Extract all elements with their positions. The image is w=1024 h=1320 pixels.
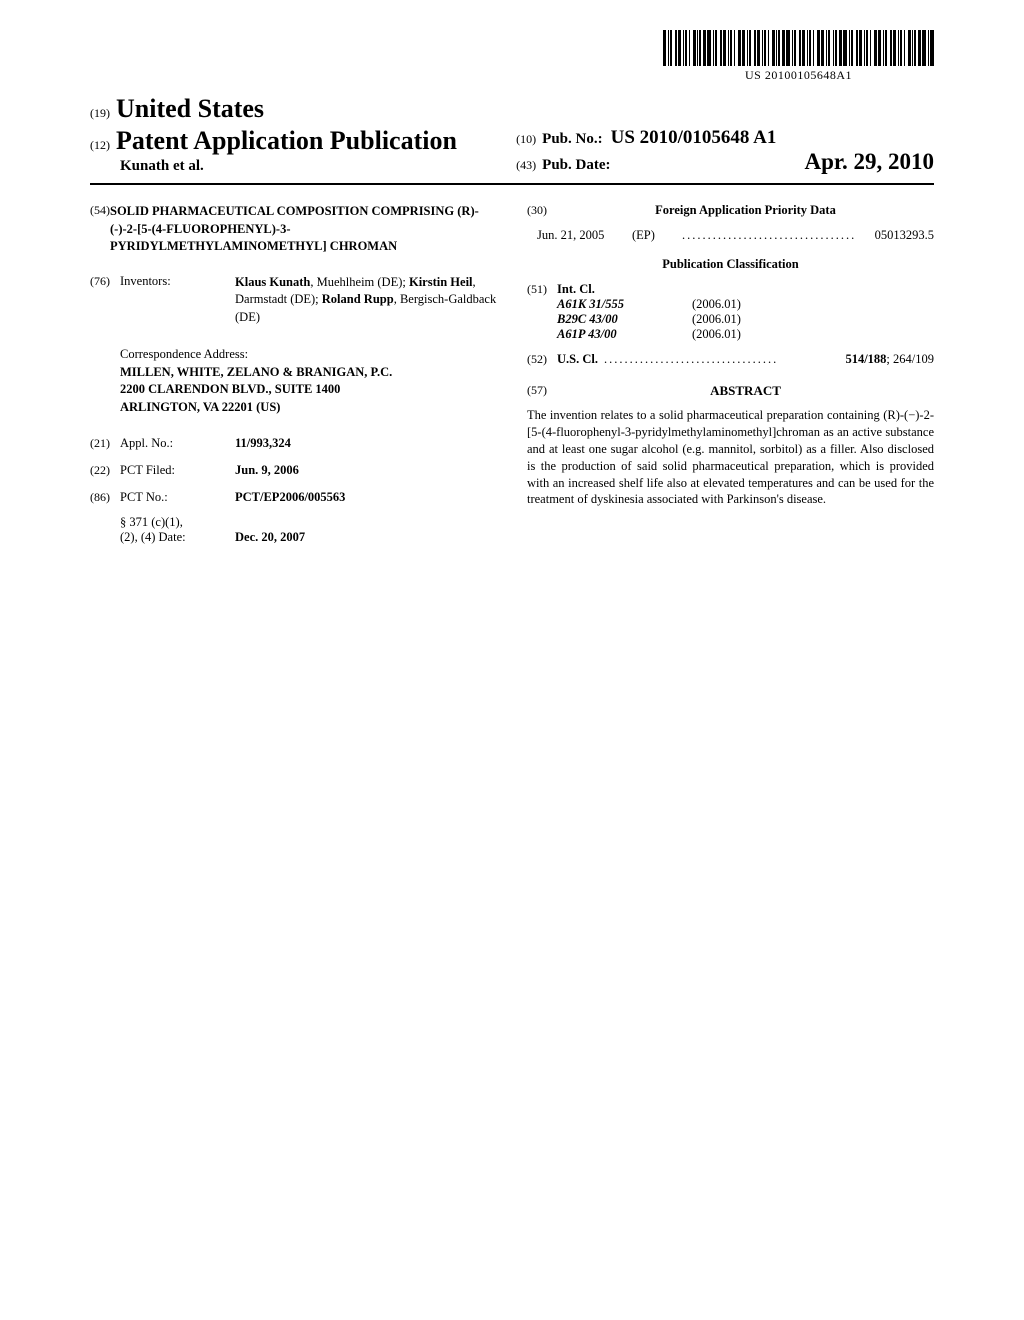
main-columns: (54) SOLID PHARMACEUTICAL COMPOSITION CO… [90,203,934,545]
pctno-block: (86) PCT No.: PCT/EP2006/005563 [90,490,497,505]
intcl-version: (2006.01) [692,327,741,342]
pctno-value: PCT/EP2006/005563 [235,490,497,505]
inventors-label: Inventors: [120,274,235,327]
barcode: US 20100105648A1 [663,30,934,83]
left-column: (54) SOLID PHARMACEUTICAL COMPOSITION CO… [90,203,497,545]
correspondence-addr2: ARLINGTON, VA 22201 (US) [120,399,497,417]
abstract-heading: ABSTRACT [557,383,934,399]
inventors-block: (76) Inventors: Klaus Kunath, Muehlheim … [90,274,497,327]
uscl-block: (52) U.S. Cl. ..........................… [527,352,934,367]
intcl-list: A61K 31/555(2006.01)B29C 43/00(2006.01)A… [557,297,934,342]
pctno-label: PCT No.: [120,490,235,505]
dots: .................................. [604,352,839,367]
dots: .................................. [682,228,875,243]
inid-country: (19) [90,106,110,121]
correspondence-name: MILLEN, WHITE, ZELANO & BRANIGAN, P.C. [120,364,497,382]
intcl-row: B29C 43/00(2006.01) [557,312,934,327]
applno-label: Appl. No.: [120,436,235,451]
inid-inventors: (76) [90,274,120,327]
intcl-row: A61K 31/555(2006.01) [557,297,934,312]
applicant-name: Kunath et al. [90,158,516,175]
inid-pctfiled: (22) [90,463,120,478]
intcl-version: (2006.01) [692,312,741,327]
header-right: (10) Pub. No.: US 2010/0105648 A1 (43) P… [516,127,934,175]
inid-pubno: (10) [516,132,536,147]
foreign-number: 05013293.5 [875,228,934,243]
intcl-code: B29C 43/00 [557,312,692,327]
inid-pub: (12) [90,138,110,153]
applno-value: 11/993,324 [235,436,497,451]
barcode-number: US 20100105648A1 [663,68,934,83]
foreign-priority-row: Jun. 21, 2005 (EP) .....................… [537,228,934,243]
inid-intcl: (51) [527,282,557,297]
inid-title: (54) [90,203,110,256]
right-column: (30) Foreign Application Priority Data J… [527,203,934,545]
pctfiled-value: Jun. 9, 2006 [235,463,497,478]
correspondence-block: Correspondence Address: MILLEN, WHITE, Z… [120,346,497,416]
uscl-value: 514/188; 264/109 [845,352,934,367]
header: (19) United States (12) Patent Applicati… [90,94,934,175]
foreign-country: (EP) [632,228,682,243]
pubdate-value: Apr. 29, 2010 [805,149,935,175]
inid-pctno: (86) [90,490,120,505]
pctfiled-block: (22) PCT Filed: Jun. 9, 2006 [90,463,497,478]
inid-abstract: (57) [527,383,557,407]
uscl-label: U.S. Cl. [557,352,598,367]
publication-type: Patent Application Publication [116,126,457,156]
s371-value: Dec. 20, 2007 [235,530,305,545]
intcl-code: A61K 31/555 [557,297,692,312]
pubdate-label: Pub. Date: [542,157,610,174]
intcl-version: (2006.01) [692,297,741,312]
foreign-date: Jun. 21, 2005 [537,228,632,243]
pctfiled-label: PCT Filed: [120,463,235,478]
pubclass-heading: Publication Classification [527,257,934,272]
inid-foreign: (30) [527,203,557,228]
correspondence-label: Correspondence Address: [120,346,497,364]
correspondence-addr1: 2200 CLARENDON BLVD., SUITE 1400 [120,381,497,399]
uscl-secondary: ; 264/109 [886,352,934,366]
intcl-row: A61P 43/00(2006.01) [557,327,934,342]
invention-title: SOLID PHARMACEUTICAL COMPOSITION COMPRIS… [110,203,497,256]
intcl-label: Int. Cl. [557,282,595,297]
country-name: United States [116,94,264,124]
inid-uscl: (52) [527,352,557,367]
applno-block: (21) Appl. No.: 11/993,324 [90,436,497,451]
uscl-primary: 514/188 [845,352,886,366]
s371-block: § 371 (c)(1), (2), (4) Date: Dec. 20, 20… [120,515,497,545]
s371-label1: § 371 (c)(1), [120,515,497,530]
barcode-bars [663,30,934,66]
inid-pubdate: (43) [516,158,536,173]
inventors-list: Klaus Kunath, Muehlheim (DE); Kirstin He… [235,274,497,327]
inid-applno: (21) [90,436,120,451]
abstract-text: The invention relates to a solid pharmac… [527,407,934,508]
s371-label2: (2), (4) Date: [120,530,235,545]
barcode-section: US 20100105648A1 [90,30,934,84]
intcl-block: (51) Int. Cl. [527,282,934,297]
header-left: (19) United States (12) Patent Applicati… [90,94,516,175]
pubno-label: Pub. No.: [542,131,602,148]
foreign-heading: Foreign Application Priority Data [557,203,934,218]
intcl-code: A61P 43/00 [557,327,692,342]
divider [90,183,934,185]
pubno-value: US 2010/0105648 A1 [611,127,777,149]
title-block: (54) SOLID PHARMACEUTICAL COMPOSITION CO… [90,203,497,256]
